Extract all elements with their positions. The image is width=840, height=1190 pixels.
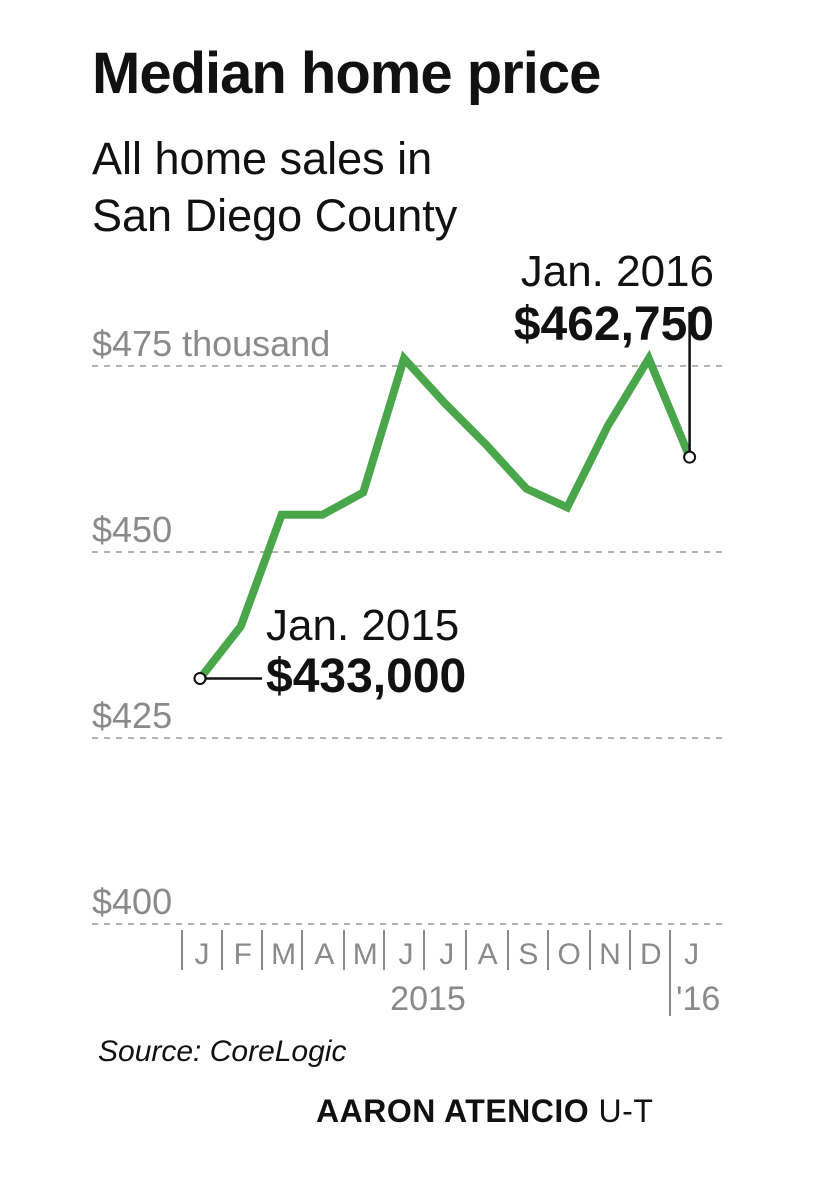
annotation-value: $462,750	[514, 298, 714, 351]
y-tick-label: $400	[92, 881, 172, 922]
series-layer	[193, 349, 697, 685]
y-tick-label: $475 thousand	[92, 323, 330, 364]
x-tick-label: J	[399, 938, 414, 971]
x-tick-label: J	[439, 938, 454, 971]
annotations: Jan. 2015$433,000 Jan. 2016$462,750	[206, 247, 714, 703]
x-tick-label: J	[195, 938, 210, 971]
series-line	[196, 349, 694, 681]
annotation-date: Jan. 2016	[521, 247, 714, 296]
credit-outlet: U-T	[598, 1093, 654, 1129]
gridlines: $475 thousand $450 $425 $400	[92, 323, 722, 925]
year-label: 2015	[390, 980, 466, 1018]
line-chart: $475 thousand$450$425$400 J F M A M J J A S O N D J2…	[92, 247, 722, 1018]
x-tick-label: A	[314, 938, 334, 971]
x-tick-label: M	[271, 938, 296, 971]
credit-name: AARON ATENCIO	[316, 1093, 590, 1129]
data-point-end	[683, 450, 697, 464]
y-tick-label: $450	[92, 509, 172, 550]
annotation-date: Jan. 2015	[266, 601, 459, 650]
chart-subtitle: All home sales in San Diego County	[92, 133, 458, 241]
x-tick-label: J	[684, 938, 699, 971]
x-tick-label: A	[478, 938, 498, 971]
y-tick-label: $425	[92, 695, 172, 736]
year-label: '16	[676, 980, 720, 1018]
credit-line: AARON ATENCIO U-T	[316, 1093, 653, 1130]
source-note: Source: CoreLogic	[98, 1035, 347, 1068]
x-tick-label: O	[558, 938, 581, 971]
chart-title: Median home price	[92, 41, 601, 106]
annotation-value: $433,000	[266, 650, 466, 703]
x-tick-label: F	[234, 938, 252, 971]
x-tick-label: S	[518, 938, 538, 971]
x-tick-label: M	[353, 938, 378, 971]
data-point-start	[193, 671, 207, 685]
x-tick-label: D	[640, 938, 662, 971]
x-tick-label: N	[599, 938, 621, 971]
